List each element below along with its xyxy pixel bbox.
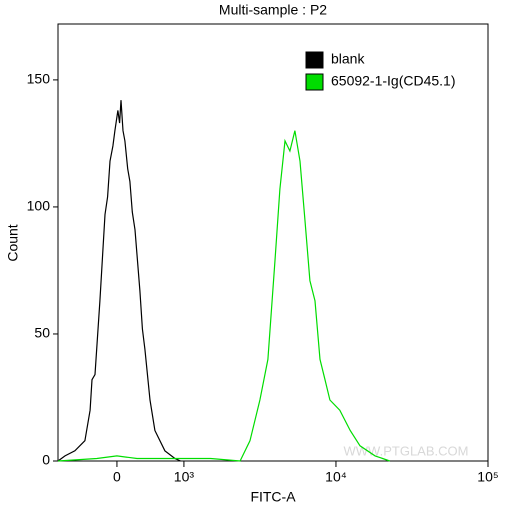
y-tick-label: 0	[42, 452, 50, 468]
legend-label: 65092-1-Ig(CD45.1)	[331, 73, 456, 89]
legend-swatch	[305, 73, 324, 91]
y-axis-label: Count	[5, 224, 21, 261]
x-tick-label: 0	[113, 469, 121, 485]
y-tick-label: 50	[34, 325, 50, 341]
y-tick-label: 150	[27, 71, 51, 87]
watermark: WWW.PTGLAB.COM	[344, 443, 469, 458]
histogram-line	[57, 100, 181, 462]
x-axis-label: FITC-A	[250, 489, 296, 505]
x-tick-label: 10⁴	[325, 469, 347, 485]
legend-label: blank	[331, 51, 365, 67]
legend-swatch	[305, 51, 324, 69]
y-tick-label: 100	[27, 198, 51, 214]
plot-frame	[57, 23, 489, 462]
chart-title: Multi-sample : P2	[219, 2, 327, 18]
x-tick-label: 10³	[174, 469, 195, 485]
histogram-line	[57, 130, 390, 462]
x-tick-label: 10⁵	[477, 469, 498, 485]
